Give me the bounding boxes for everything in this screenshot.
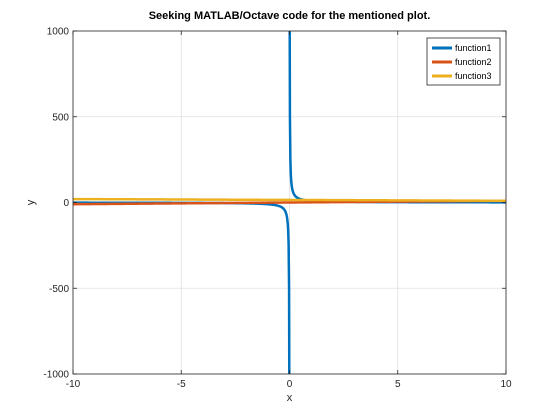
ticks: -10 -5 0 5 10 -1000 -500 0 500 1000	[43, 27, 512, 391]
series-line-function3	[73, 197, 506, 203]
legend-entry-function3: function3	[455, 71, 492, 81]
y-tick-label: 1000	[47, 27, 70, 38]
legend-entry-function1: function1	[455, 43, 492, 53]
legend: function1 function2 function3	[426, 37, 501, 86]
x-tick-label: 5	[395, 379, 401, 390]
y-tick-label: -500	[49, 284, 69, 295]
x-tick-label: 0	[287, 379, 293, 390]
chart-title: Seeking MATLAB/Octave code for the menti…	[149, 10, 431, 22]
y-tick-label: 0	[63, 198, 69, 209]
y-axis-label: y	[25, 199, 37, 205]
x-tick-label: 10	[500, 379, 512, 390]
x-tick-label: -5	[177, 379, 186, 390]
x-axis-label: x	[287, 392, 293, 404]
legend-entry-function2: function2	[455, 57, 492, 67]
x-tick-label: -10	[66, 379, 81, 390]
y-tick-label: -1000	[43, 370, 69, 381]
series-layer	[73, 31, 506, 374]
y-tick-label: 500	[52, 112, 69, 123]
